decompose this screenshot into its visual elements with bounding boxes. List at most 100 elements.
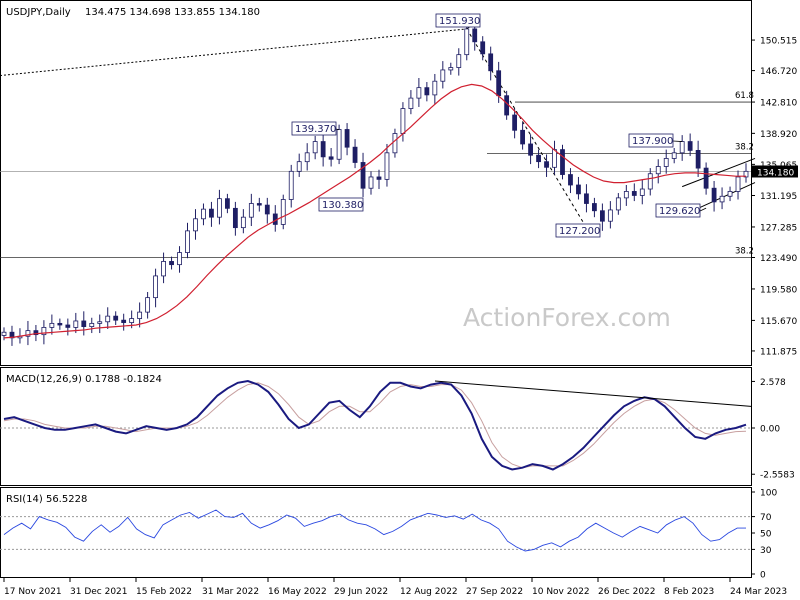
candle-body bbox=[655, 166, 661, 175]
candle-body bbox=[544, 161, 549, 168]
candle-body bbox=[224, 198, 230, 209]
chart-title: USDJPY,Daily bbox=[6, 7, 71, 18]
candle-body bbox=[536, 154, 541, 163]
candle-body bbox=[496, 70, 502, 97]
candle-body bbox=[592, 203, 597, 212]
candle-body bbox=[416, 87, 422, 99]
candle-body bbox=[97, 321, 103, 324]
candle-body bbox=[145, 297, 151, 313]
rsi-title: RSI(14) 56.5228 bbox=[6, 494, 87, 505]
annotation-box bbox=[435, 13, 481, 28]
candle-body bbox=[623, 191, 629, 199]
candle-body bbox=[25, 330, 31, 337]
candle-body bbox=[584, 193, 589, 204]
candle-body bbox=[153, 275, 158, 299]
candle-body bbox=[304, 152, 310, 163]
x-tick-label: 29 Jun 2022 bbox=[334, 587, 388, 597]
fib-level-label: 38.2 bbox=[735, 246, 754, 256]
candle-body bbox=[679, 141, 685, 154]
price-tick-label: 115.670 bbox=[760, 317, 797, 327]
candle-body bbox=[320, 141, 326, 158]
annotation-leader bbox=[699, 207, 707, 212]
x-tick-label: 10 Nov 2022 bbox=[532, 587, 590, 597]
candle-body bbox=[296, 161, 302, 172]
price-tick-label: 138.920 bbox=[760, 130, 797, 140]
annotation-label: 137.900 bbox=[632, 136, 673, 147]
candle-body bbox=[137, 311, 143, 319]
channel-lower-line bbox=[697, 182, 756, 209]
macd-line bbox=[3, 379, 747, 471]
x-tick-label: 24 Mar 2023 bbox=[730, 587, 787, 597]
candle-body bbox=[288, 170, 294, 200]
candle-body bbox=[639, 188, 645, 196]
candle-body bbox=[528, 143, 533, 156]
candle-body bbox=[408, 97, 414, 109]
candle-body bbox=[1, 331, 7, 336]
candle-body bbox=[328, 156, 334, 160]
candle-body bbox=[161, 261, 166, 277]
fib-level-label: 61.8 bbox=[735, 91, 754, 101]
annotation-label: 129.620 bbox=[659, 206, 700, 217]
candle-body bbox=[352, 146, 358, 163]
annotation-leader bbox=[335, 128, 340, 131]
candle-body bbox=[599, 210, 605, 222]
price-layer: 61.8 38.2 38.2 151.930 139.370 130.380 127.200… bbox=[0, 13, 756, 346]
rsi-tick-label: 30 bbox=[760, 546, 772, 556]
ohlc-header: 134.475 134.698 133.855 134.180 bbox=[85, 7, 260, 18]
annotation-box bbox=[318, 197, 364, 212]
macd-tick-label: -2.5583 bbox=[760, 471, 795, 481]
price-tick-label: 119.580 bbox=[760, 285, 797, 295]
x-tick-label: 26 Dec 2022 bbox=[598, 587, 656, 597]
candle-body bbox=[448, 67, 454, 71]
candle-body bbox=[201, 208, 206, 220]
candle-body bbox=[312, 141, 318, 154]
candle-body bbox=[57, 322, 63, 326]
x-tick-label: 27 Sep 2022 bbox=[466, 587, 523, 597]
candle-body bbox=[344, 129, 350, 148]
candle-body bbox=[217, 198, 222, 218]
candle-body bbox=[472, 28, 478, 43]
price-tick-label: 123.490 bbox=[760, 254, 797, 264]
candle-body bbox=[209, 208, 214, 218]
annotation-label: 130.380 bbox=[322, 200, 363, 211]
candle-body bbox=[81, 320, 87, 327]
candle-body bbox=[631, 191, 637, 196]
price-tick-label: 146.720 bbox=[760, 67, 797, 77]
candle-body bbox=[695, 150, 701, 169]
price-tick-label: 127.285 bbox=[760, 223, 797, 233]
candle-body bbox=[264, 204, 270, 215]
candle-body bbox=[336, 129, 342, 160]
candle-body bbox=[432, 80, 438, 96]
x-tick-label: 15 Feb 2022 bbox=[136, 587, 192, 597]
candle-body bbox=[520, 129, 526, 145]
x-tick-label: 16 May 2022 bbox=[268, 587, 327, 597]
candle-body bbox=[65, 324, 71, 328]
candle-body bbox=[615, 197, 621, 211]
x-tick-label: 31 Dec 2021 bbox=[70, 587, 128, 597]
annotation-box bbox=[655, 203, 701, 218]
price-panel bbox=[0, 0, 752, 366]
rsi-layer bbox=[0, 509, 751, 552]
candle-body bbox=[512, 114, 518, 131]
candle-body bbox=[105, 315, 111, 323]
macd-trendline bbox=[434, 380, 752, 407]
macd-tick-label: 0.00 bbox=[760, 425, 780, 435]
candle-body bbox=[360, 162, 366, 189]
rsi-panel bbox=[0, 487, 752, 578]
candle-body bbox=[647, 173, 653, 190]
candle-body bbox=[743, 170, 749, 178]
candle-body bbox=[607, 209, 613, 222]
price-tick-label: 131.195 bbox=[760, 192, 797, 202]
candle-body bbox=[687, 141, 693, 151]
candle-body bbox=[376, 176, 382, 180]
annotation-label: 127.200 bbox=[559, 226, 600, 237]
candle-body bbox=[113, 315, 119, 321]
trendline-dashed-decline bbox=[466, 28, 587, 228]
macd-tick-label: 2.578 bbox=[760, 378, 786, 388]
candle-body bbox=[392, 133, 398, 154]
candle-body bbox=[464, 28, 470, 56]
candle-body bbox=[49, 322, 55, 328]
moving-average-line bbox=[3, 83, 746, 339]
candle-body bbox=[663, 158, 669, 167]
